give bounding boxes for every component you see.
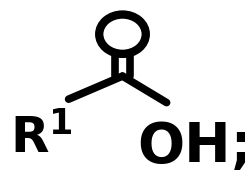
Text: OH;: OH;: [137, 120, 245, 171]
Text: $\mathbf{R^1}$: $\mathbf{R^1}$: [10, 114, 73, 163]
